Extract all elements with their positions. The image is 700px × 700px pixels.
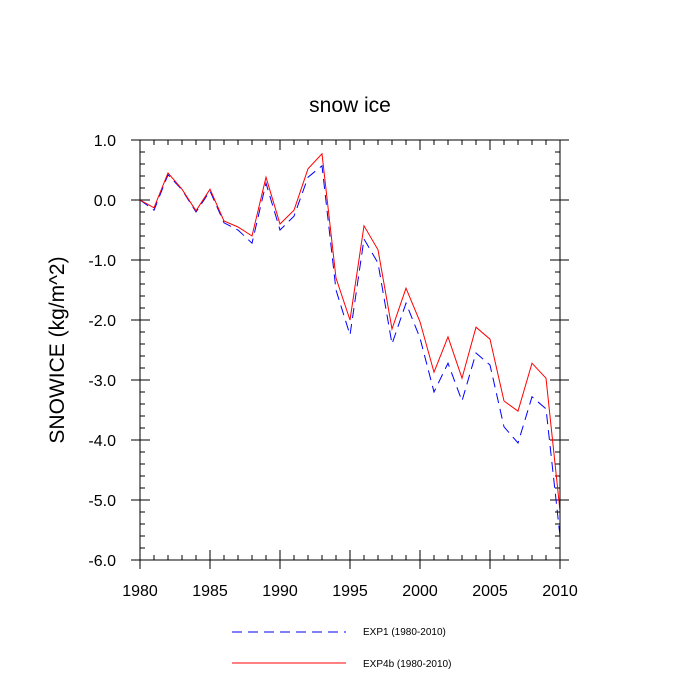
x-tick-label: 2010 <box>542 583 578 600</box>
y-tick-label: 1.0 <box>94 133 116 150</box>
y-tick-label: -2.0 <box>88 313 116 330</box>
data-series <box>139 152 561 537</box>
legend-label-exp4b: EXP4b (1980-2010) <box>363 659 451 670</box>
plot-frame <box>139 139 561 561</box>
axis-ticks <box>131 139 569 569</box>
y-tick-label: -4.0 <box>88 433 116 450</box>
series-line-exp1 <box>139 164 561 537</box>
legend-label-exp1: EXP1 (1980-2010) <box>363 627 446 638</box>
series-line-exp4b <box>139 152 561 511</box>
x-tick-label: 1985 <box>192 583 228 600</box>
y-tick-label: -6.0 <box>88 553 116 570</box>
x-tick-labels: 1980 1985 1990 1995 2000 2005 2010 <box>122 583 578 600</box>
legend: EXP1 (1980-2010) EXP4b (1980-2010) <box>232 627 451 670</box>
x-tick-label: 2000 <box>402 583 438 600</box>
y-tick-label: -5.0 <box>88 493 116 510</box>
x-tick-label: 1990 <box>262 583 298 600</box>
x-tick-label: 1995 <box>332 583 368 600</box>
y-tick-label: -3.0 <box>88 373 116 390</box>
y-axis-label: SNOWICE (kg/m^2) <box>46 256 69 443</box>
y-tick-label: -1.0 <box>88 253 116 270</box>
y-tick-labels: 1.0 0.0 -1.0 -2.0 -3.0 -4.0 -5.0 -6.0 <box>88 133 116 570</box>
y-tick-label: 0.0 <box>94 193 116 210</box>
chart-title: snow ice <box>309 94 391 117</box>
x-tick-label: 1980 <box>122 583 158 600</box>
x-tick-label: 2005 <box>472 583 508 600</box>
